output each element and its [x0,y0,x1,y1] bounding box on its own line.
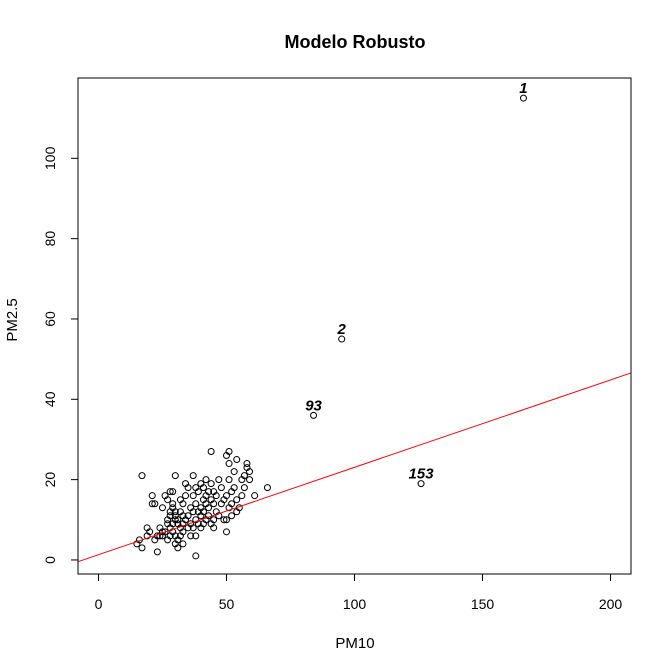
data-point [179,528,187,536]
data-point [171,472,179,480]
data-point [189,472,197,480]
y-tick-label: 80 [42,231,58,247]
data-point [233,456,241,464]
data-point [161,528,169,536]
data-point [225,476,233,484]
data-point [222,528,230,536]
data-point [192,532,200,540]
data-point [153,548,161,556]
data-point [199,508,207,516]
data-point [205,504,213,512]
data-point [210,516,218,524]
data-point [263,484,271,492]
data-point [179,500,187,508]
data-point [215,476,223,484]
data-point [169,500,177,508]
outlier-label: 2 [337,321,347,338]
outlier-point [310,411,318,419]
y-axis-label: PM2.5 [4,298,21,341]
outlier-point [519,94,527,102]
outlier-point [338,335,346,343]
data-point [212,492,220,500]
data-point [166,488,174,496]
data-point [138,472,146,480]
data-point [199,484,207,492]
data-point [189,524,197,532]
data-point [151,500,159,508]
data-point [158,504,166,512]
data-point [189,492,197,500]
data-point [174,516,182,524]
data-point [184,512,192,520]
data-point [174,544,182,552]
data-point [189,508,197,516]
data-point [225,460,233,468]
x-tick-label: 150 [471,596,495,612]
y-tick-label: 20 [42,472,58,488]
data-point [148,492,156,500]
data-point [228,500,236,508]
x-tick-label: 100 [343,596,367,612]
y-tick-label: 60 [42,311,58,327]
data-point [215,512,223,520]
x-axis-label: PM10 [335,635,374,652]
data-point [243,460,251,468]
data-point [207,480,215,488]
data-point [192,500,200,508]
data-point [246,476,254,484]
data-point [179,540,187,548]
data-point [166,512,174,520]
data-point [230,468,238,476]
chart-title: Modelo Robusto [285,32,426,52]
data-point [225,448,233,456]
outlier-label: 93 [305,397,322,414]
data-point [246,468,254,476]
data-point [194,488,202,496]
data-point [240,472,248,480]
data-point [169,488,177,496]
data-point [228,512,236,520]
data-point [192,552,200,560]
outlier-label: 1 [519,80,527,97]
data-point [184,484,192,492]
outlier-label: 153 [409,466,435,483]
x-tick-label: 0 [95,596,103,612]
y-tick-label: 100 [42,146,58,170]
y-tick-label: 40 [42,391,58,407]
regression-line [77,372,632,563]
data-point [220,516,228,524]
data-point [182,492,190,500]
x-tick-label: 200 [599,596,623,612]
data-point [146,528,154,536]
data-point [222,492,230,500]
y-tick-label: 0 [42,556,58,564]
data-point [222,516,230,524]
data-point [251,492,259,500]
data-point [207,448,215,456]
data-point [210,524,218,532]
data-point [202,476,210,484]
data-point [205,488,213,496]
x-tick-label: 50 [219,596,235,612]
data-point [217,484,225,492]
data-point [138,544,146,552]
data-point [164,496,172,504]
data-point [187,532,195,540]
data-point [238,492,246,500]
data-point [171,508,179,516]
data-point [210,500,218,508]
data-point [230,484,238,492]
plot-frame [77,77,632,575]
data-point [233,496,241,504]
outlier-point [417,480,425,488]
data-point [148,500,156,508]
data-point [240,484,248,492]
